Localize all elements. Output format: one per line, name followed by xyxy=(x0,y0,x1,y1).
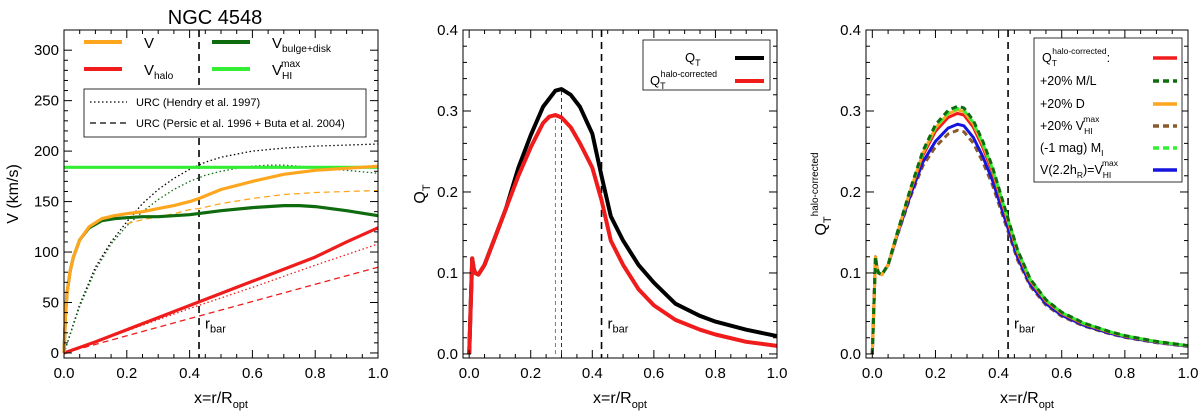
y-tick-label: 0.3 xyxy=(840,103,861,120)
series-line xyxy=(126,189,379,225)
y-tick-label: 0.4 xyxy=(840,22,861,39)
rbar-label: rbar xyxy=(608,315,629,335)
series-line xyxy=(62,164,379,354)
legend-label: URC (Persic et al. 1996 + Buta et al. 20… xyxy=(136,118,345,130)
y-axis-label: V (km/s) xyxy=(5,164,22,224)
y-axis-label: QT xyxy=(412,184,433,203)
series-line xyxy=(63,143,379,354)
x-tick-label: 1.0 xyxy=(368,365,389,382)
x-tick-label: 1.0 xyxy=(1178,365,1199,382)
y-tick-label: 0.4 xyxy=(437,22,458,39)
x-tick-label: 0.2 xyxy=(116,365,137,382)
x-tick-label: 0.4 xyxy=(179,365,200,382)
y-tick-label: 150 xyxy=(34,194,59,211)
y-tick-label: 0.1 xyxy=(437,265,458,282)
rbar-label: rbar xyxy=(205,315,226,335)
panel-qt-halo-corrected: rbar 0.0 0.2 0.4 0.6 0.8 1.0 0.0 0.1 0.2 0.3 0.4 Q… xyxy=(810,22,1198,411)
legend-label: +20% M/L xyxy=(1040,74,1097,88)
legend-label: (-1 mag) MI xyxy=(1040,141,1104,158)
x-tick-label: 0.6 xyxy=(242,365,263,382)
legend-label: V xyxy=(144,35,154,52)
series-line xyxy=(63,164,379,354)
legend-label: QT xyxy=(685,50,701,68)
plot-frame xyxy=(462,29,778,359)
x-tick-label: 0.2 xyxy=(925,365,946,382)
y-tick-label: 250 xyxy=(34,93,59,110)
x-axis-label: x=r/Ropt xyxy=(1000,390,1054,411)
x-tick-label: 0.0 xyxy=(54,365,75,382)
legend-label: QThalo-corrected: xyxy=(1042,46,1110,68)
x-tick-label: 0.8 xyxy=(705,365,726,382)
legend-label: VHImax xyxy=(272,59,300,82)
panel-rotation-curves: NGC 4548 rbar 0.0 0.2 0.4 0.6 0.8 1.0 0 50 100 15… xyxy=(5,7,388,411)
y-tick-label: 200 xyxy=(34,143,59,160)
legend-box xyxy=(83,88,367,138)
rbar-label: rbar xyxy=(1014,315,1035,335)
legend-label: Vbulge+disk xyxy=(272,35,332,55)
legend-label: V(2.2hR)=VHImax xyxy=(1040,158,1119,180)
legend-label: Vhalo xyxy=(144,62,174,82)
legend-label: QThalo-corrected xyxy=(650,69,717,91)
x-tick-label: 0.8 xyxy=(1114,365,1135,382)
legend-label: +20% VHImax xyxy=(1040,114,1100,136)
legend-label: +20% D xyxy=(1040,97,1085,111)
x-tick-label: 1.0 xyxy=(767,365,788,382)
chart-title: NGC 4548 xyxy=(168,7,263,29)
series-line xyxy=(467,113,778,355)
legend: QThalo-corrected: +20% M/L +20% D +20% VHIm… xyxy=(1033,37,1183,183)
x-tick-label: 0.6 xyxy=(643,365,664,382)
x-axis-label: x=r/Ropt xyxy=(194,390,248,411)
x-axis-label: x=r/Ropt xyxy=(593,390,647,411)
panel-qt: rbar 0.0 0.2 0.4 0.6 0.8 1.0 0.0 0.1 0.2 0.3 0.4 Q… xyxy=(412,22,787,411)
y-tick-label: 100 xyxy=(34,244,59,261)
y-tick-label: 0.0 xyxy=(437,346,458,363)
series-line xyxy=(63,266,379,354)
plot-frame xyxy=(865,29,1189,359)
y-tick-label: 0 xyxy=(51,345,59,362)
y-tick-label: 50 xyxy=(42,294,59,311)
y-tick-label: 0.0 xyxy=(840,346,861,363)
series-line xyxy=(63,226,379,355)
series-line xyxy=(870,104,1189,355)
legend-box xyxy=(1033,37,1183,183)
plot-frame xyxy=(63,29,379,359)
x-tick-label: 0.4 xyxy=(988,365,1009,382)
legend-label: URC (Hendry et al. 1997) xyxy=(136,97,260,109)
series-line xyxy=(467,87,778,355)
x-tick-label: 0.8 xyxy=(305,365,326,382)
x-tick-label: 0.4 xyxy=(582,365,603,382)
series-line xyxy=(63,243,379,354)
y-tick-label: 300 xyxy=(34,42,59,59)
y-axis-label: QThalo-corrected xyxy=(810,152,834,235)
y-tick-label: 0.1 xyxy=(840,265,861,282)
y-tick-label: 0.2 xyxy=(840,184,861,201)
x-tick-label: 0.0 xyxy=(459,365,480,382)
legend: V Vbulge+disk Vhalo VHImax URC (Hendry et al… xyxy=(83,35,367,138)
y-tick-label: 0.3 xyxy=(437,103,458,120)
x-tick-label: 0.6 xyxy=(1051,365,1072,382)
x-tick-label: 0.0 xyxy=(862,365,883,382)
x-tick-label: 0.2 xyxy=(520,365,541,382)
y-tick-label: 0.2 xyxy=(437,184,458,201)
